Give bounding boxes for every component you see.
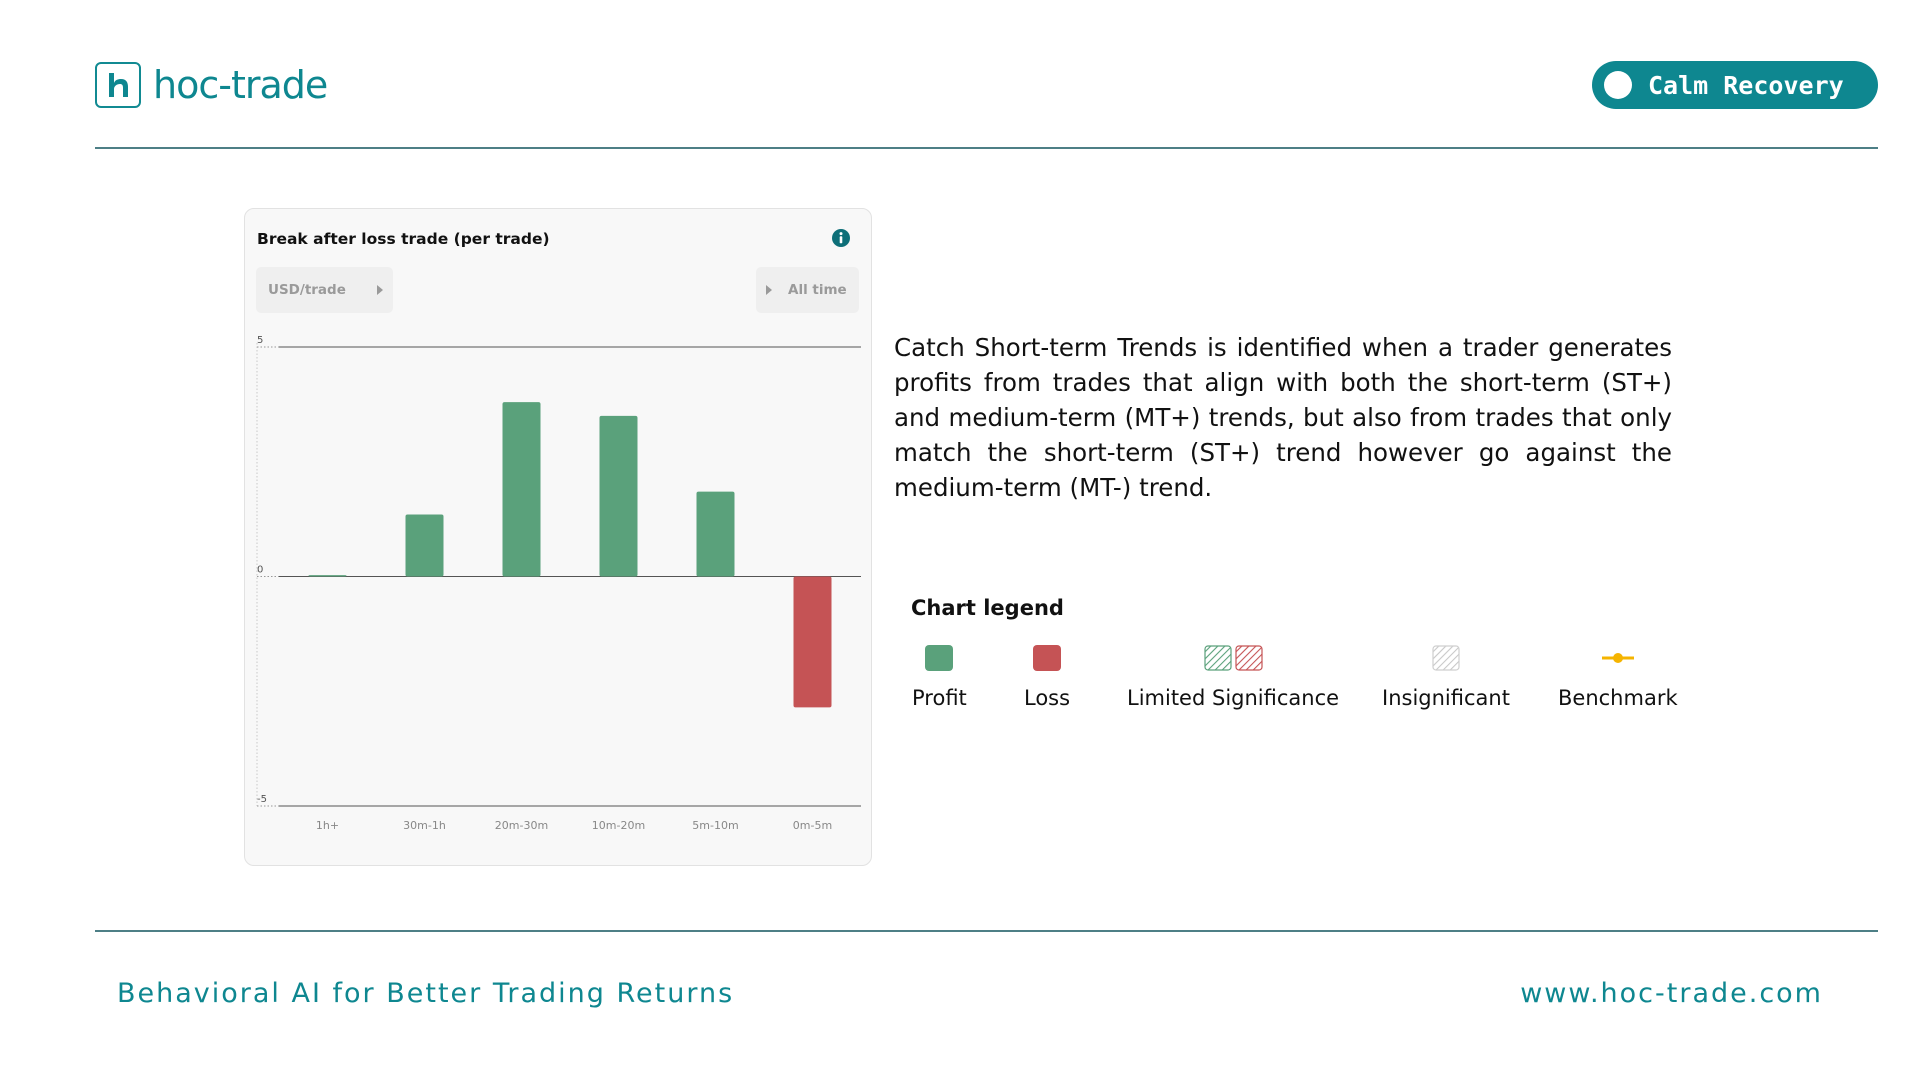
bar-20m-30m: [502, 402, 541, 577]
x-tick-label: 5m-10m: [692, 819, 738, 832]
y-tick-label: -5: [257, 794, 267, 805]
logo-text: hoc-trade: [153, 63, 328, 107]
legend-item-insignificant: Insignificant: [1382, 644, 1510, 710]
description-text: Catch Short-term Trends is identified wh…: [894, 333, 1672, 502]
hatched-green-swatch-icon: [1203, 645, 1232, 671]
benchmark-line-icon: [1601, 653, 1634, 663]
brand-logo: hoc-trade: [95, 62, 328, 108]
loss-swatch-icon: [1033, 645, 1062, 671]
bar-10m-20m: [599, 415, 638, 577]
logo-mark-icon: [95, 62, 141, 108]
legend-label-profit: Profit: [912, 686, 967, 710]
info-icon[interactable]: [831, 228, 851, 248]
legend-item-limited-significance: Limited Significance: [1127, 644, 1339, 710]
legend-item-loss: Loss: [1024, 644, 1070, 710]
hatched-red-swatch-icon: [1234, 645, 1263, 671]
bar-0m-5m: [793, 576, 832, 708]
x-tick-label: 30m-1h: [403, 819, 446, 832]
legend-title: Chart legend: [911, 596, 1064, 620]
footer-tagline: Behavioral AI for Better Trading Returns: [117, 978, 735, 1009]
header-divider: [95, 147, 1878, 149]
time-range-selector[interactable]: All time: [756, 267, 859, 313]
bar-5m-10m: [696, 491, 735, 577]
y-tick-label: 5: [257, 335, 263, 346]
badge-label: Calm Recovery: [1648, 70, 1844, 100]
legend-label-benchmark: Benchmark: [1558, 686, 1678, 710]
badge-dot-icon: [1604, 71, 1632, 99]
legend-label-loss: Loss: [1024, 686, 1071, 710]
chart-title: Break after loss trade (per trade): [257, 230, 550, 248]
footer-website-link[interactable]: www.hoc-trade.com: [1520, 978, 1823, 1009]
chart-card: Break after loss trade (per trade) USD/t…: [244, 208, 872, 866]
profit-swatch-icon: [925, 645, 954, 671]
unit-selector-label: USD/trade: [268, 282, 346, 298]
bar-30m-1h: [405, 514, 444, 577]
status-badge: Calm Recovery: [1592, 61, 1878, 109]
unit-selector[interactable]: USD/trade: [256, 267, 393, 313]
time-range-label: All time: [788, 282, 847, 298]
x-tick-label: 1h+: [316, 819, 339, 832]
x-tick-label: 0m-5m: [793, 819, 832, 832]
bar-1h+: [308, 575, 347, 577]
legend-label-insignificant: Insignificant: [1382, 686, 1510, 710]
footer-divider: [95, 930, 1878, 932]
legend-item-benchmark: Benchmark: [1558, 644, 1678, 710]
legend-label-limited-significance: Limited Significance: [1127, 686, 1340, 710]
caret-right-icon: [766, 285, 772, 295]
grey-hatched-swatch-icon: [1432, 645, 1460, 671]
caret-right-icon: [377, 285, 383, 295]
y-tick-label: 0: [257, 565, 263, 576]
x-tick-label: 10m-20m: [592, 819, 645, 832]
bar-chart: 5 0 -5 1h+ 30m-1h 20m-30m 10m-20m 5m-10m 0m-5m: [256, 335, 861, 832]
x-tick-label: 20m-30m: [495, 819, 548, 832]
legend-item-profit: Profit: [912, 644, 967, 710]
